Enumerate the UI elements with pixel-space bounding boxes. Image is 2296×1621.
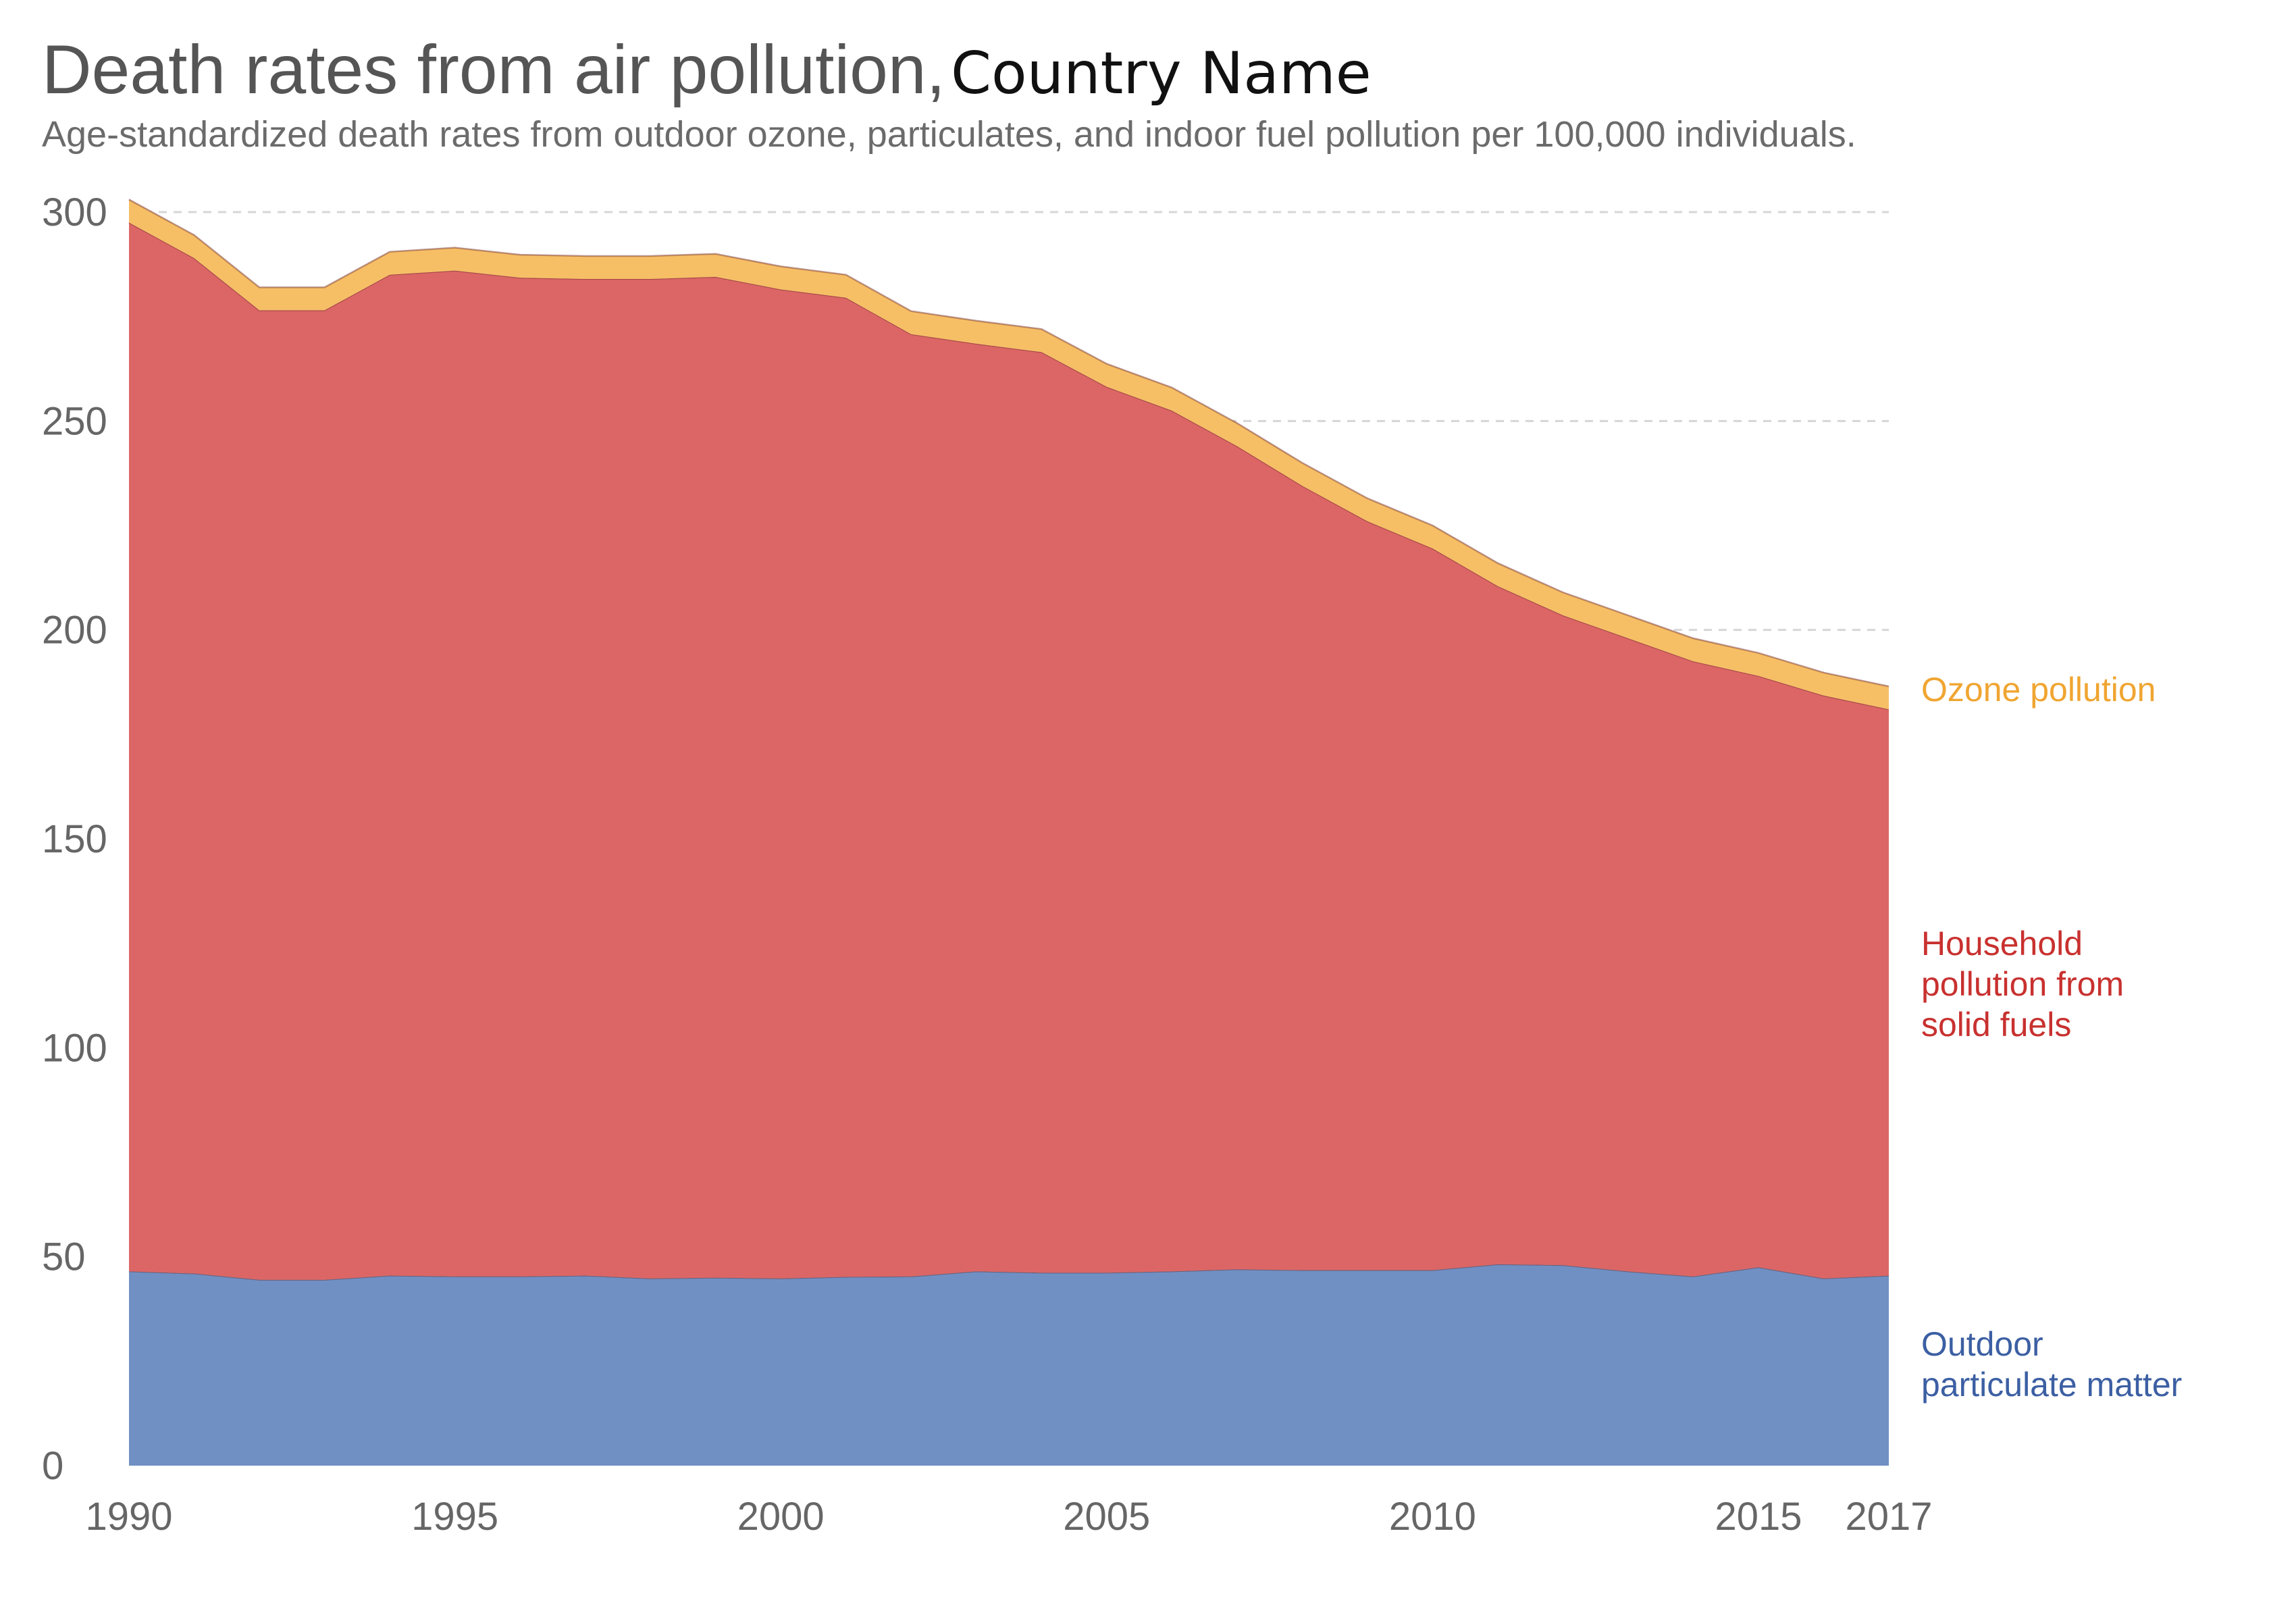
area-series-group <box>128 199 1889 1466</box>
series-label-line: pollution from <box>1921 965 2124 1003</box>
y-tick-label: 100 <box>42 1026 107 1070</box>
x-tick-label: 2015 <box>1715 1495 1802 1539</box>
series-label-line: Outdoor <box>1921 1325 2043 1363</box>
chart-title-country: Country Name <box>950 40 1372 107</box>
y-tick-label: 250 <box>42 399 107 443</box>
series-line-2 <box>128 199 1889 688</box>
series-label-1: Household pollution from solid fuels <box>1921 925 2124 1044</box>
series-label-line: Ozone pollution <box>1921 671 2156 709</box>
x-tick-label: 1995 <box>411 1495 498 1539</box>
y-tick-label: 50 <box>42 1235 86 1279</box>
x-tick-label: 2010 <box>1389 1495 1476 1539</box>
series-label-line: particulate matter <box>1921 1366 2182 1404</box>
series-label-line: Household <box>1921 925 2083 962</box>
y-tick-label: 300 <box>42 190 107 234</box>
x-axis-ticks: 1990 1995 2000 2005 2010 2015 2017 <box>85 1495 1932 1539</box>
x-tick-label: 2017 <box>1845 1495 1932 1539</box>
area-series-1 <box>129 222 1889 1280</box>
chart-title-main: Death rates from air pollution, <box>42 31 945 108</box>
y-tick-label: 200 <box>42 609 107 652</box>
x-tick-label: 1990 <box>85 1495 172 1539</box>
x-tick-label: 2000 <box>737 1495 825 1539</box>
chart-title: Death rates from air pollution,Country N… <box>42 35 1372 104</box>
y-axis-ticks: 0 50 100 150 200 250 300 <box>42 190 107 1488</box>
series-labels: Outdoor particulate matter Household pollut… <box>1921 671 2182 1404</box>
x-tick-label: 2005 <box>1063 1495 1150 1539</box>
chart-subtitle: Age-standardized death rates from outdoo… <box>42 114 1856 155</box>
y-tick-label: 0 <box>42 1444 63 1488</box>
area-series-0 <box>129 1264 1889 1466</box>
series-label-0: Outdoor particulate matter <box>1921 1325 2182 1404</box>
series-label-2: Ozone pollution <box>1921 671 2156 709</box>
series-label-line: solid fuels <box>1921 1006 2071 1044</box>
y-tick-label: 150 <box>42 817 107 861</box>
area-series-2 <box>129 199 1889 710</box>
